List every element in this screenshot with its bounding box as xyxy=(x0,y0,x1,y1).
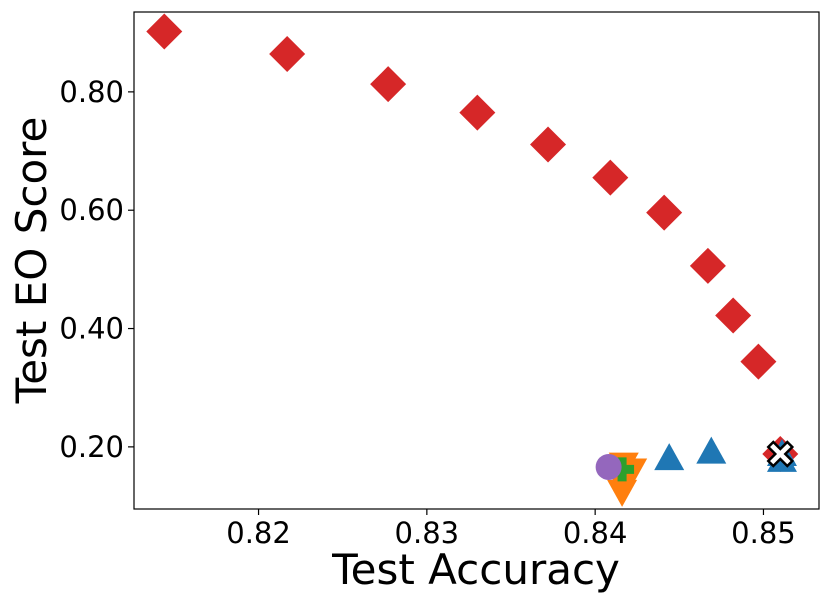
diamond-point xyxy=(646,194,683,231)
circle-point xyxy=(595,453,622,480)
diamond-point xyxy=(715,297,752,334)
diamond-point xyxy=(370,66,407,103)
x-tick-label: 0.82 xyxy=(226,516,291,550)
data-points xyxy=(146,13,799,507)
diamond-point xyxy=(740,343,777,380)
x-tick-label: 0.85 xyxy=(731,516,796,550)
plot-area-frame xyxy=(133,11,820,510)
y-tick-label: 0.80 xyxy=(59,75,124,109)
y-tick-label: 0.20 xyxy=(59,430,124,464)
diamond-point xyxy=(530,126,567,163)
triangle-up-point xyxy=(654,443,685,471)
diamond-point xyxy=(459,94,496,131)
plus-point xyxy=(610,457,635,482)
y-axis: 0.20 0.40 0.60 0.80 xyxy=(59,75,134,464)
triangle-up-point xyxy=(696,436,727,464)
diamond-point xyxy=(146,13,183,50)
diamond-point xyxy=(269,36,306,73)
y-axis-title: Test EO Score xyxy=(7,117,56,405)
diamond-point xyxy=(592,159,629,196)
diamond-point xyxy=(689,247,726,284)
y-tick-label: 0.40 xyxy=(59,312,124,346)
x-axis-title: Test Accuracy xyxy=(331,545,620,594)
y-tick-label: 0.60 xyxy=(59,193,124,227)
x-tick-label: 0.84 xyxy=(563,516,628,550)
triangle-down-point xyxy=(607,479,638,507)
x-marker-point xyxy=(766,440,795,468)
x-tick-label: 0.83 xyxy=(395,516,460,550)
x-axis: 0.82 0.83 0.84 0.85 xyxy=(226,509,796,550)
